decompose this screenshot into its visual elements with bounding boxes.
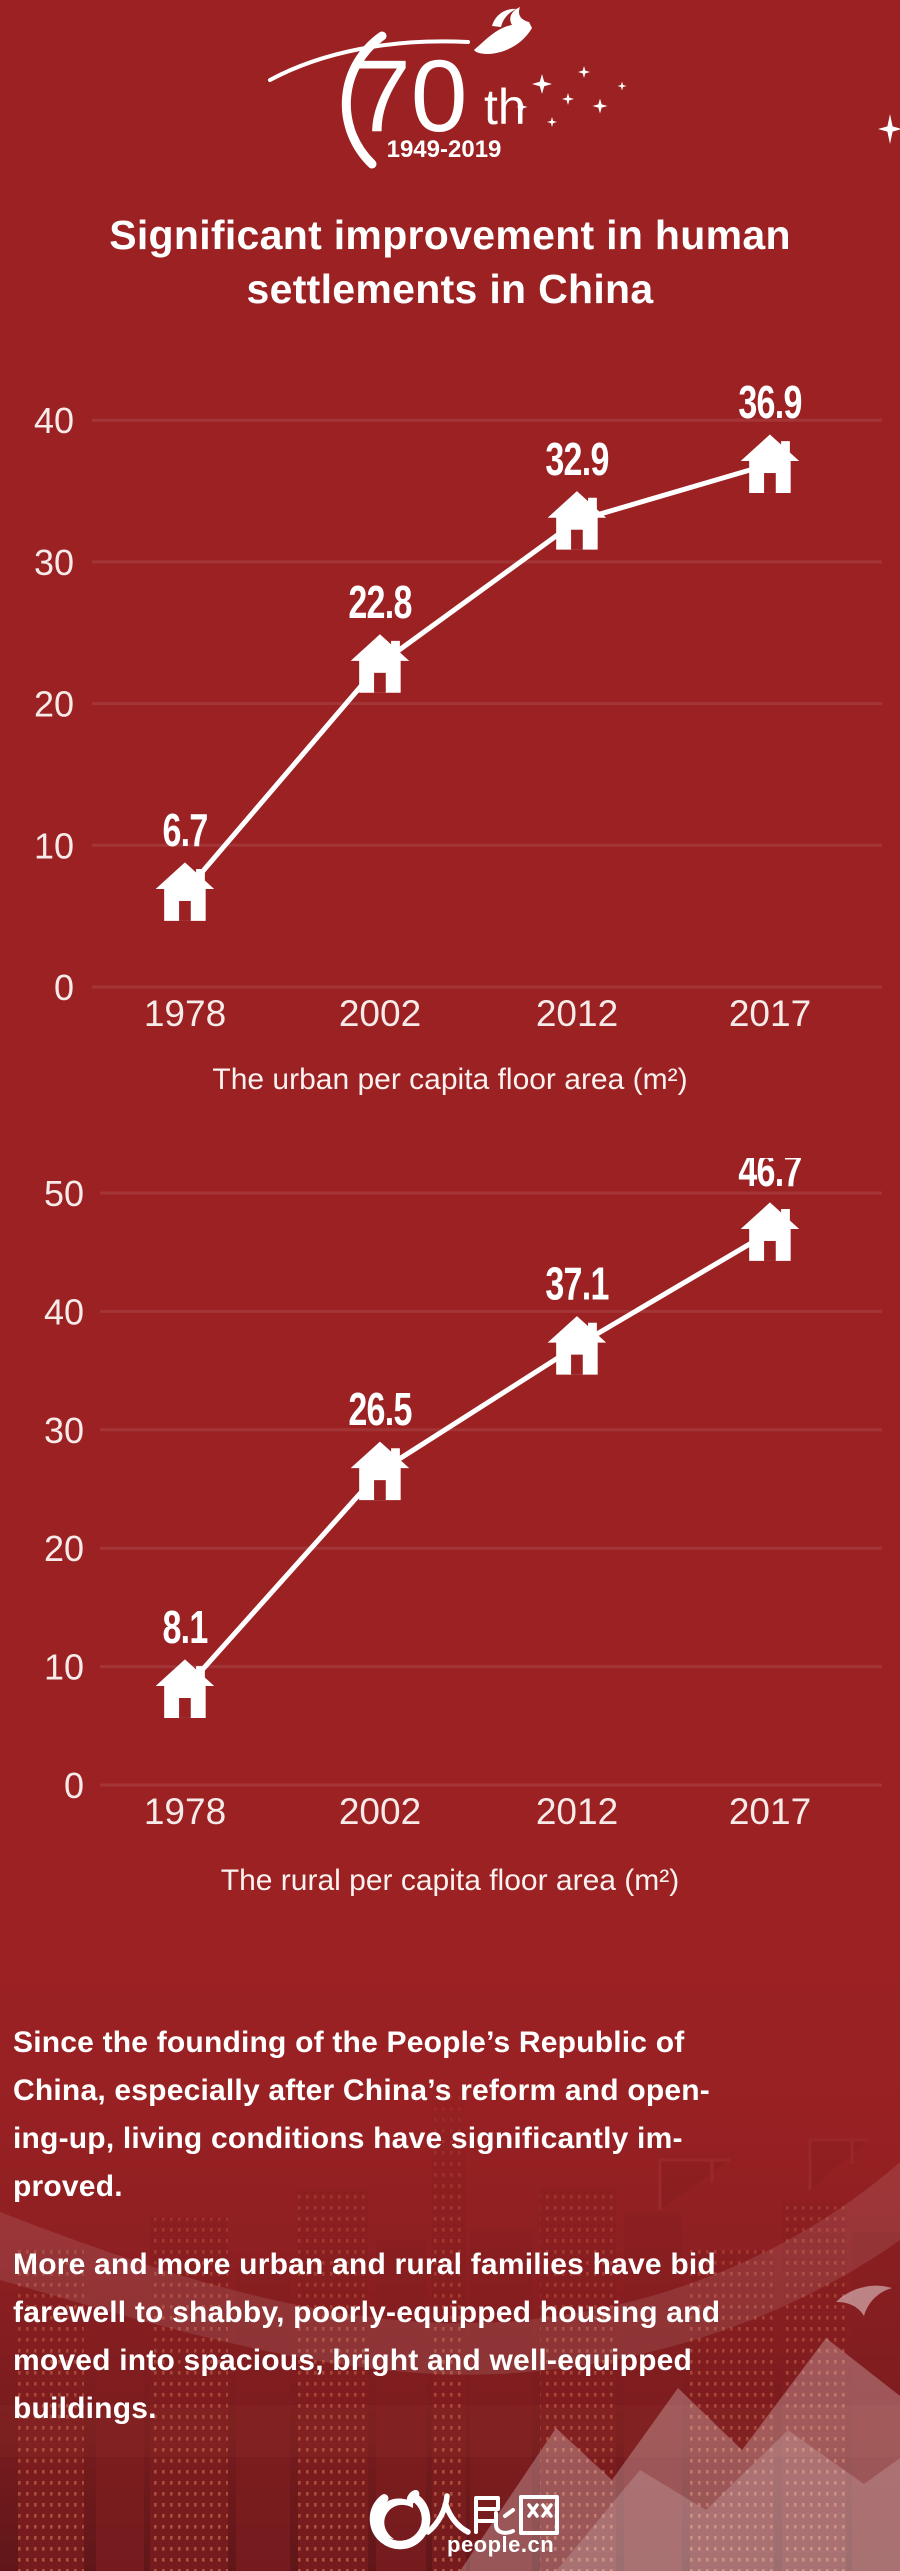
peoplecn-swirl-icon [369,2488,431,2550]
logo-years: 1949-2019 [387,136,502,163]
data-value-label: 8.1 [162,1601,207,1653]
house-door [179,900,191,921]
y-tick-label: 20 [34,684,74,725]
house-door [571,1354,583,1375]
y-tick-label: 0 [54,967,74,1008]
x-tick-label: 2017 [729,993,811,1034]
red-overlay [0,1950,900,2571]
peoplecn-wordmark: people.cn [447,2532,554,2557]
logo-number: 70 [354,39,467,153]
paragraph-2-line: moved into spacious, bright and well-equ… [13,2344,693,2377]
x-tick-label: 2017 [729,1791,811,1832]
y-tick-label: 10 [34,825,74,866]
chart-caption: The urban per capita floor area (m²) [212,1063,687,1096]
page-title: Significant improvement in human settlem… [0,208,900,316]
house-door [764,473,776,493]
paragraph-1-line: proved. [13,2170,123,2203]
data-value-label: 6.7 [162,804,207,856]
summary-text: Since the founding of the People’s Repub… [13,2019,889,2463]
paragraph-1: Since the founding of the People’s Repub… [13,2019,889,2211]
city-photo-background [0,1950,900,2571]
x-tick-label: 1978 [144,1791,226,1832]
data-line [182,461,773,895]
house-icon [740,1202,800,1261]
y-tick-label: 40 [34,400,74,441]
decorative-waves [0,2162,900,2571]
paragraph-1-line: Since the founding of the People’s Repub… [13,2026,685,2059]
peoplecn-cjk-wordmark [425,2493,559,2535]
x-tick-label: 2012 [536,1791,618,1832]
peoplecn-logo: people.cn [369,2488,559,2557]
data-value-label: 46.7 [738,1158,801,1196]
y-tick-label: 40 [44,1291,84,1332]
house-icon [350,1441,410,1501]
paragraph-1-line: China, especially after China’s reform a… [13,2074,710,2107]
data-value-label: 22.8 [348,576,412,628]
paragraph-2-line: farewell to shabby, poorly-equipped hous… [13,2296,721,2329]
y-tick-label: 30 [44,1410,84,1451]
y-tick-label: 0 [64,1765,84,1806]
x-tick-label: 1978 [144,993,226,1034]
crescent-swoosh-icon [341,31,387,169]
mountain-wave-1 [460,2338,900,2571]
x-tick-label: 2002 [339,1791,421,1832]
house-door [764,1240,776,1261]
house-icon [547,491,607,550]
page-title-line1: Significant improvement in human [109,212,791,258]
sparkle-stars-icon [516,66,627,127]
chart-caption: The rural per capita floor area (m²) [221,1864,680,1897]
house-door [179,1697,191,1718]
swoosh-bird-icon [836,2285,892,2316]
data-line [182,1229,773,1692]
corner-sparkle-icon [878,114,900,144]
x-tick-label: 2002 [339,993,421,1034]
data-value-label: 37.1 [545,1258,609,1310]
mountain-wave-2 [556,2430,900,2571]
data-value-label: 36.9 [738,385,801,428]
data-value-label: 32.9 [545,433,608,485]
house-door [374,1480,386,1501]
house-door [571,529,583,550]
dove-icon [474,7,532,54]
rural-per-capita-floor-area-chart: 0 10 20 30 40 50 1978 2002 2012 2017 8.1 26.5 37.1 46… [44,1158,882,1897]
y-tick-label: 20 [44,1528,84,1569]
swoosh-trail-icon [268,39,470,82]
paragraph-1-line: ing-up, living conditions have significa… [13,2122,683,2155]
y-tick-label: 30 [34,542,74,583]
house-icon [547,1316,607,1375]
paragraph-2-line: buildings. [13,2392,157,2425]
x-tick-label: 2012 [536,993,618,1034]
page-title-line2: settlements in China [246,266,654,312]
house-icon [350,634,410,693]
wave-band [0,2162,900,2375]
70th-anniversary-logo: 70 th 1949-2019 [268,7,627,169]
y-tick-label: 50 [44,1173,84,1214]
data-value-label: 26.5 [348,1383,412,1435]
house-icon [155,862,215,921]
y-tick-label: 10 [44,1647,84,1688]
house-icon [155,1659,215,1718]
paragraph-2-line: More and more urban and rural families h… [13,2248,716,2281]
house-door [374,672,386,693]
house-icon [740,434,800,493]
urban-per-capita-floor-area-chart: 0 10 20 30 40 1978 2002 2012 2017 6.7 22.8 32.9 36.9… [34,385,882,1096]
paragraph-2: More and more urban and rural families h… [13,2241,889,2433]
